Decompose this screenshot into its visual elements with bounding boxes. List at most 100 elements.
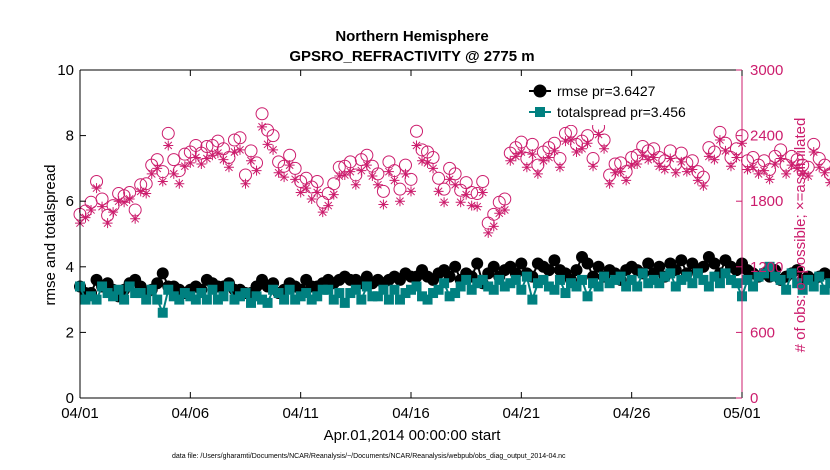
assimilated-obs-point: [350, 179, 361, 190]
totalspread-point: [439, 278, 450, 289]
assimilated-obs-point: [417, 155, 428, 166]
totalspread-point: [549, 284, 560, 295]
assimilated-obs-point: [218, 154, 229, 165]
totalspread-point: [731, 278, 742, 289]
possible-obs-point: [200, 140, 214, 154]
assimilated-obs-point: [306, 194, 317, 205]
assimilated-obs-point: [720, 145, 731, 156]
totalspread-point: [786, 268, 797, 279]
possible-obs-point: [376, 184, 390, 198]
assimilated-obs-point: [466, 200, 477, 211]
rmse-point: [708, 257, 721, 270]
assimilated-obs-point: [406, 186, 416, 197]
totalspread-point: [135, 288, 146, 299]
totalspread-point: [759, 268, 770, 279]
totalspread-point: [792, 278, 803, 289]
y2-tick-label: 2400: [750, 128, 783, 145]
assimilated-obs-point: [676, 156, 687, 167]
assimilated-obs-point: [786, 160, 797, 171]
rmse-point: [653, 260, 666, 273]
assimilated-obs-point: [543, 152, 554, 163]
totalspread-point: [400, 288, 411, 299]
totalspread-point: [466, 284, 477, 295]
totalspread-point: [687, 278, 698, 289]
totalspread-point: [560, 288, 571, 299]
totalspread-point: [659, 271, 670, 282]
axes: 04/01 04/06 04/11 04/16 04/21 04/26 05/0102468…: [57, 62, 783, 422]
y2-axis-label: # of obs: o=possible; ×=assimilated: [792, 118, 809, 353]
assimilated-obs-point: [510, 151, 521, 162]
totalspread-point: [455, 281, 466, 292]
assimilated-obs-point: [378, 199, 389, 210]
assimilated-obs-point: [554, 162, 565, 173]
totalspread-point: [157, 307, 168, 318]
assimilated-obs-point: [279, 172, 290, 183]
y-axis-label: rmse and totalspread: [42, 165, 59, 306]
totalspread-point: [146, 284, 157, 295]
rmse-point: [642, 257, 655, 270]
totalspread-point: [334, 288, 345, 299]
assimilated-obs-point: [687, 164, 698, 175]
totalspread-point: [356, 294, 367, 305]
assimilated-obs-point: [152, 163, 163, 174]
totalspread-point: [461, 274, 472, 285]
totalspread-point: [753, 271, 764, 282]
assimilated-obs-point: [207, 150, 218, 161]
assimilated-obs-point: [80, 212, 91, 223]
totalspread-point: [483, 281, 494, 292]
totalspread-point: [212, 294, 223, 305]
assimilated-obs-point: [549, 145, 560, 156]
assimilated-obs-point: [703, 151, 714, 162]
assimilated-obs-point: [356, 165, 367, 176]
assimilated-obs-point: [97, 201, 108, 212]
possible-obs-point: [459, 176, 473, 190]
possible-obs-point: [233, 131, 247, 145]
possible-obs-point: [255, 107, 269, 121]
totalspread-point: [654, 278, 665, 289]
totalspread-point: [422, 294, 433, 305]
totalspread-point: [698, 274, 709, 285]
assimilated-obs-point: [141, 188, 152, 199]
totalspread-point: [505, 278, 516, 289]
totalspread-point: [306, 294, 317, 305]
assimilated-obs-point: [819, 167, 830, 178]
totalspread-point: [444, 291, 455, 302]
assimilated-obs-point: [185, 157, 196, 168]
totalspread-point: [643, 278, 654, 289]
y-tick-label: 0: [66, 390, 74, 407]
totalspread-point: [163, 284, 174, 295]
assimilated-obs-point: [394, 196, 405, 207]
totalspread-point: [262, 297, 273, 308]
possible-obs-point: [432, 171, 446, 185]
totalspread-point: [218, 291, 229, 302]
x-tick-label: 04/21: [503, 405, 541, 422]
totalspread-point: [770, 271, 781, 282]
totalspread-point: [246, 297, 257, 308]
totalspread-point: [433, 284, 444, 295]
totalspread-point: [648, 274, 659, 285]
totalspread-point: [152, 294, 163, 305]
assimilated-obs-point: [273, 167, 284, 178]
totalspread-point: [257, 294, 268, 305]
assimilated-obs-point: [477, 187, 488, 198]
totalspread-point: [417, 291, 428, 302]
assimilated-obs-point: [681, 166, 692, 177]
possible-obs-point: [178, 147, 192, 161]
totalspread-point: [350, 284, 361, 295]
assimilated-obs-point: [643, 154, 654, 165]
totalspread-point: [681, 271, 692, 282]
assimilated-obs-point: [113, 196, 124, 207]
assimilated-obs-point: [494, 208, 505, 219]
assimilated-obs-point: [433, 186, 444, 197]
y-tick-label: 10: [57, 62, 74, 79]
assimilated-obs-point: [792, 163, 803, 174]
y2-tick-label: 1200: [750, 259, 783, 276]
rmse-point: [471, 257, 484, 270]
totalspread-point: [803, 274, 814, 285]
assimilated-obs-point: [290, 174, 301, 185]
assimilated-obs-point: [108, 207, 119, 218]
totalspread-point: [472, 278, 483, 289]
totalspread-point: [108, 291, 119, 302]
legend-spread-label: totalspread pr=3.456: [557, 104, 686, 120]
assimilated-obs-point: [692, 175, 703, 186]
